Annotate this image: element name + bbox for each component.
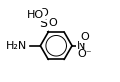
Text: O⁻: O⁻ xyxy=(77,49,92,59)
Text: O: O xyxy=(49,18,57,28)
Text: +: + xyxy=(80,40,86,46)
Text: O: O xyxy=(39,8,48,18)
Text: H₂N: H₂N xyxy=(6,41,27,51)
Text: O: O xyxy=(80,32,89,42)
Text: N: N xyxy=(77,41,85,51)
Text: S: S xyxy=(39,17,47,30)
Text: HO: HO xyxy=(27,10,44,20)
